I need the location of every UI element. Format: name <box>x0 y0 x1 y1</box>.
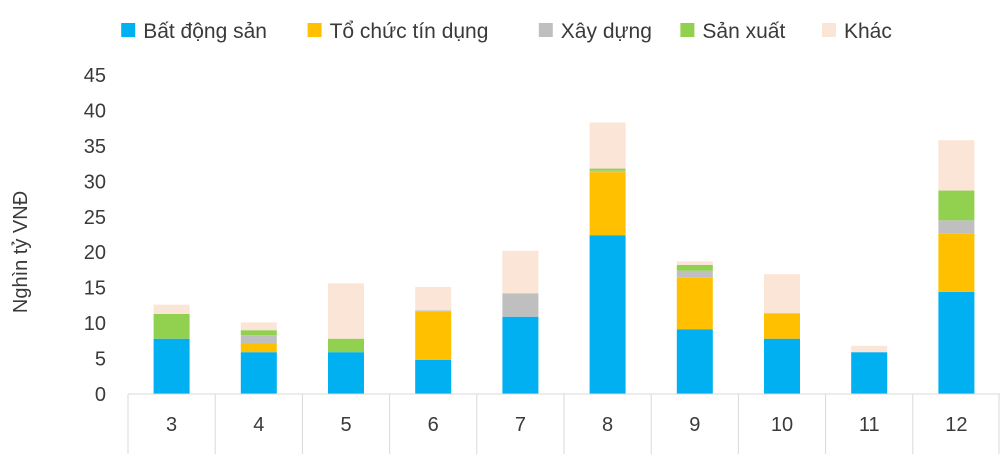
x-tick-label: 8 <box>602 414 613 436</box>
bar-segment <box>938 190 975 221</box>
y-tick-label: 10 <box>84 313 106 335</box>
bar-segment <box>415 310 452 312</box>
x-tick-label: 7 <box>515 414 526 436</box>
bar-segment <box>415 359 452 394</box>
bar-segment <box>676 261 713 265</box>
y-axis-ticks: 0 5 10 15 20 25 30 35 40 45 <box>84 65 106 406</box>
legend-label: Khác <box>844 20 892 43</box>
bar-segment <box>676 329 713 394</box>
bars <box>153 122 975 394</box>
bar-segment <box>764 274 800 314</box>
legend-label: Tổ chức tín dụng <box>330 20 489 43</box>
x-tick-label: 12 <box>945 414 967 436</box>
x-tick-label: 4 <box>253 414 264 436</box>
y-axis-label: Nghìn tỷ VNĐ <box>10 191 32 313</box>
bar-segment <box>938 220 975 234</box>
bar-segment <box>502 316 539 394</box>
x-tick-label: 6 <box>428 414 439 436</box>
x-tick-label: 5 <box>340 414 351 436</box>
bar-segment <box>328 338 364 353</box>
x-tick-label: 9 <box>689 414 700 436</box>
x-tick-label: 10 <box>771 414 793 436</box>
bar-segment <box>851 352 888 394</box>
y-tick-label: 25 <box>84 207 106 229</box>
x-tick-label: 3 <box>166 414 177 436</box>
bar-segment <box>153 338 190 394</box>
legend-item: Bất động sản <box>121 20 267 43</box>
legend-label: Bất động sản <box>143 20 267 43</box>
bar-segment <box>764 313 800 339</box>
legend-swatch <box>307 23 322 37</box>
bar-segment <box>328 352 364 394</box>
legend-item: Sản xuất <box>680 20 785 43</box>
bar-segment <box>764 338 800 394</box>
legend-swatch <box>538 23 553 37</box>
bar-segment <box>938 233 975 292</box>
bar-segment <box>938 291 975 394</box>
bar-segment <box>589 170 626 173</box>
y-tick-label: 45 <box>84 65 106 87</box>
bar-segment <box>328 283 364 339</box>
legend-item: Xây dựng <box>538 20 652 43</box>
y-tick-label: 0 <box>95 384 106 406</box>
bar-segment <box>240 335 277 343</box>
legend: Bất động sản Tổ chức tín dụng Xây dựng Sản … <box>121 20 892 43</box>
legend-item: Khác <box>822 20 892 43</box>
bar-segment <box>240 322 277 331</box>
bar-segment <box>240 352 277 394</box>
bar-segment <box>938 140 975 191</box>
bar-segment <box>589 122 626 169</box>
legend-swatch <box>680 23 695 37</box>
y-tick-label: 5 <box>95 349 106 371</box>
y-tick-label: 15 <box>84 278 106 300</box>
bar-segment <box>415 311 452 360</box>
y-tick-label: 40 <box>84 100 106 122</box>
y-tick-label: 30 <box>84 171 106 193</box>
legend-swatch <box>822 23 836 37</box>
y-tick-label: 35 <box>84 136 106 158</box>
bar-segment <box>676 264 713 271</box>
legend-swatch <box>121 23 136 37</box>
bar-segment <box>676 270 713 278</box>
legend-label: Xây dựng <box>561 20 652 43</box>
bar-segment <box>240 330 277 336</box>
bar-segment <box>589 235 626 394</box>
bar-segment <box>851 345 888 353</box>
bar-segment <box>502 250 539 294</box>
bar-segment <box>676 277 713 330</box>
bar-segment <box>153 304 190 314</box>
bar-segment <box>502 293 539 317</box>
bar-segment <box>589 168 626 171</box>
bar-segment <box>240 342 277 353</box>
x-tick-label: 11 <box>859 414 880 436</box>
bar-segment <box>415 286 452 311</box>
y-tick-label: 20 <box>84 242 106 264</box>
legend-label: Sản xuất <box>702 20 785 43</box>
bar-segment <box>589 172 626 236</box>
x-axis: 3 4 5 6 7 8 9 10 11 12 <box>127 393 1000 454</box>
legend-item: Tổ chức tín dụng <box>307 20 489 43</box>
bar-segment <box>153 313 190 339</box>
